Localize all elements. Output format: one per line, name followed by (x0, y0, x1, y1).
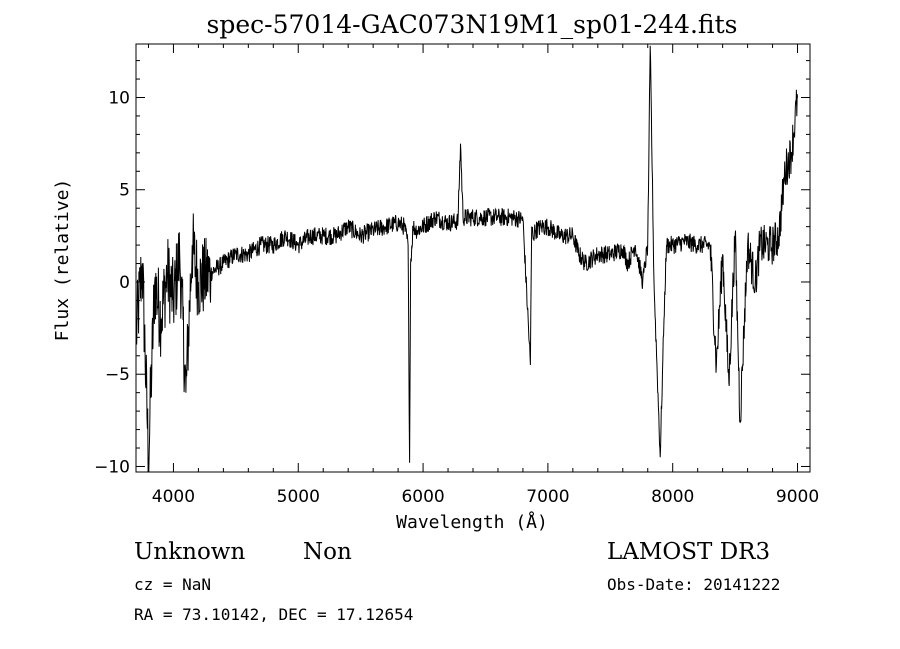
y-tick-label: 10 (108, 89, 130, 109)
y-axis: −10 −5 0 5 10 (94, 60, 810, 477)
x-tick-label: 7000 (526, 487, 569, 507)
x-tick-label: 5000 (277, 487, 320, 507)
spectrum-line (135, 45, 798, 473)
y-tick-label: −10 (94, 457, 130, 477)
obs-date-text: Obs-Date: 20141222 (607, 575, 780, 594)
y-tick-label: 5 (119, 181, 130, 201)
y-tick-label: −5 (105, 365, 130, 385)
survey-name: LAMOST DR3 (607, 539, 770, 565)
x-axis-label: Wavelength (Å) (396, 511, 548, 533)
y-axis-label: Flux (relative) (52, 179, 73, 342)
x-tick-label: 6000 (401, 487, 444, 507)
y-tick-label: 0 (119, 273, 130, 293)
coordinates-text: RA = 73.10142, DEC = 17.12654 (134, 605, 413, 624)
redshift-text: cz = NaN (134, 575, 211, 594)
x-tick-label: 4000 (152, 487, 195, 507)
x-tick-label: 9000 (776, 487, 819, 507)
chart-title: spec-57014-GAC073N19M1_sp01-244.fits (207, 10, 738, 39)
x-axis: 4000 5000 6000 7000 8000 9000 (147, 44, 819, 507)
x-tick-label: 8000 (651, 487, 694, 507)
object-subclass: Non (303, 539, 352, 565)
object-class: Unknown (134, 539, 245, 565)
